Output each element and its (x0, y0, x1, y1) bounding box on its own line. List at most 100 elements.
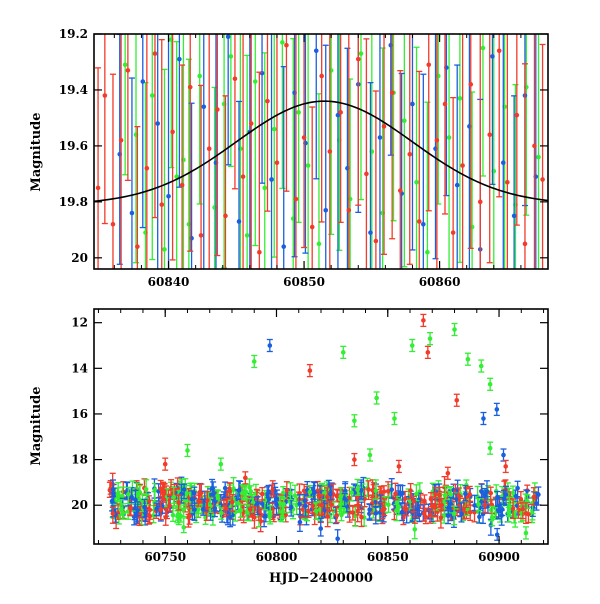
outlier-point-green (217, 457, 224, 471)
data-point-red (496, 34, 503, 198)
data-point-red (519, 502, 526, 520)
data-point-red (206, 34, 212, 269)
data-point-red (101, 34, 108, 225)
outlier-point-red (351, 452, 358, 467)
data-point-blue (211, 500, 218, 518)
data-point-red (385, 481, 392, 499)
data-point-green (149, 34, 156, 261)
data-point-blue (181, 483, 188, 500)
data-point-blue (155, 34, 160, 269)
data-point-red (146, 508, 153, 525)
outlier-point-green (464, 352, 471, 366)
data-point-blue (200, 498, 207, 516)
data-point-red (486, 34, 493, 264)
data-point-blue (227, 507, 234, 528)
data-point-blue (273, 489, 280, 509)
data-point-blue (236, 100, 243, 269)
outlier-point-green (478, 359, 485, 373)
data-point-green (394, 495, 401, 513)
data-point-blue (310, 481, 317, 500)
outlier-point-green (451, 322, 458, 337)
bottom-axis-ticks: 60750 60800 60850 60900 12 14 16 18 20 (71, 309, 548, 564)
bottom-panel-full: 60750 60800 60850 60900 12 14 16 18 20 Magnitude… (29, 308, 549, 586)
bottom-x-axis-label: HJD−2400000 (269, 571, 373, 586)
data-point-green (337, 487, 344, 507)
data-point-red (328, 495, 335, 512)
data-point-green (291, 484, 298, 503)
outlier-point-green (366, 448, 373, 462)
data-point-green (413, 484, 420, 502)
data-point-blue (128, 77, 135, 269)
top-x-tick-label: 60860 (419, 275, 461, 289)
data-point-green (348, 486, 355, 502)
data-point-green (244, 54, 251, 269)
data-point-green (305, 34, 311, 269)
data-point-red (438, 497, 445, 512)
data-point-red (248, 34, 255, 269)
outlier-point-red (242, 471, 249, 485)
data-point-green (451, 505, 458, 526)
data-point-blue (533, 492, 540, 511)
data-point-red (429, 496, 436, 518)
data-point-green (489, 505, 496, 527)
data-point-blue (166, 34, 171, 269)
data-point-green (279, 505, 286, 523)
data-point-red (358, 508, 365, 528)
data-point-blue (358, 481, 365, 500)
data-point-red (460, 34, 465, 269)
data-point-blue (454, 64, 461, 269)
data-point-blue (458, 502, 465, 523)
data-point-green (252, 34, 259, 247)
data-point-red (223, 497, 230, 516)
data-point-red (251, 506, 258, 529)
outlier-point-green (427, 332, 434, 346)
data-point-green (523, 34, 530, 216)
data-point-red (477, 34, 483, 269)
top-y-axis-label: Magnitude (29, 112, 44, 191)
data-point-blue (116, 34, 123, 265)
data-point-blue (478, 483, 485, 498)
data-point-red (381, 498, 388, 517)
data-point-red (349, 505, 356, 521)
data-point-red (346, 34, 352, 269)
top-y-tick-label: 19.8 (59, 195, 88, 209)
bottom-y-tick-label: 20 (71, 498, 88, 512)
outlier-point-green (487, 441, 494, 455)
data-point-green (196, 34, 203, 205)
data-point-red (389, 34, 396, 240)
data-point-red (407, 482, 414, 500)
data-point-blue (141, 498, 148, 518)
outlier-point-red (395, 459, 402, 474)
bottom-y-tick-label: 18 (71, 453, 88, 467)
outlier-point-blue (266, 338, 273, 353)
data-point-red (425, 34, 432, 212)
data-point-red (109, 73, 116, 269)
data-point-blue (398, 502, 405, 522)
data-point-red (397, 70, 404, 269)
top-axis-ticks: 60840 60850 60860 19.2 19.4 19.6 19.8 20 (59, 27, 549, 289)
data-point-red (169, 34, 176, 261)
data-point-red (264, 34, 271, 212)
data-point-red (416, 70, 423, 269)
data-point-green (372, 479, 379, 500)
data-point-green (161, 68, 168, 269)
data-point-green (227, 34, 234, 168)
data-point-green (536, 34, 541, 269)
top-y-tick-label: 19.2 (59, 27, 88, 41)
data-point-green (115, 482, 122, 503)
data-point-green (143, 479, 150, 496)
data-point-green (475, 497, 482, 512)
data-point-blue (511, 95, 518, 269)
outlier-point-green (351, 414, 358, 428)
data-point-blue (132, 489, 139, 511)
data-point-red (318, 34, 325, 223)
data-point-red (403, 502, 410, 517)
data-point-green (279, 34, 286, 190)
data-point-green (287, 482, 294, 501)
data-point-green (295, 34, 302, 223)
data-point-red (134, 125, 141, 269)
data-point-blue (334, 529, 341, 544)
data-point-green (170, 505, 177, 523)
data-point-red (327, 34, 333, 269)
